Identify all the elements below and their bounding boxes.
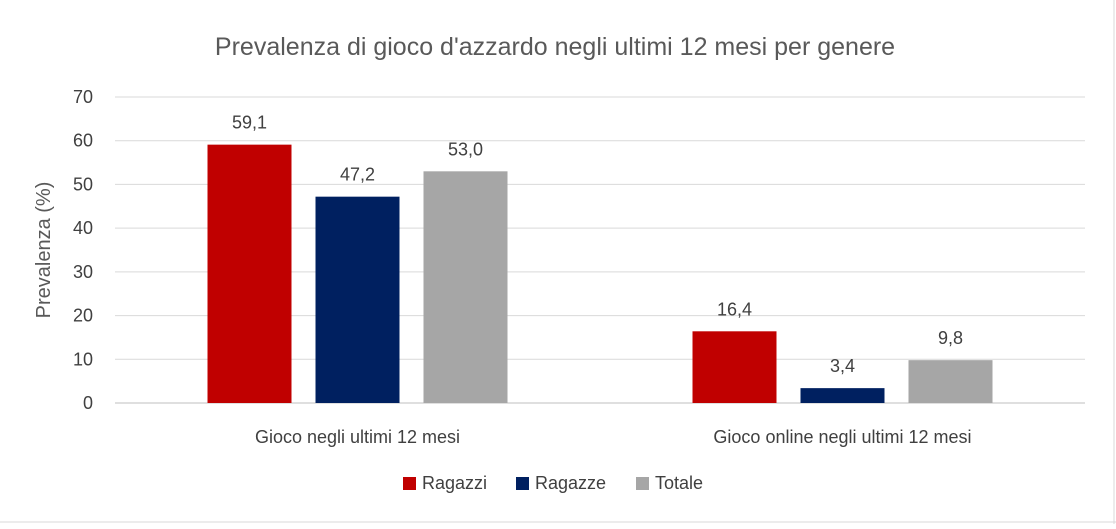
bars [207, 144, 993, 404]
chart-title: Prevalenza di gioco d'azzardo negli ulti… [215, 33, 895, 61]
data-label: 47,2 [340, 165, 375, 185]
data-label: 16,4 [717, 299, 752, 319]
category-label: Gioco negli ultimi 12 mesi [255, 427, 460, 447]
bar-totale [423, 171, 508, 403]
y-tick-label: 70 [73, 87, 93, 107]
legend-swatch-ragazze [516, 477, 529, 490]
bar-ragazze [800, 388, 885, 403]
bar-ragazze [315, 196, 400, 403]
bar-ragazzi [692, 331, 777, 403]
bar-totale [908, 360, 993, 403]
y-axis-ticks: 0 10 20 30 40 50 60 70 [73, 87, 93, 413]
legend-label-ragazze: Ragazze [535, 473, 606, 493]
legend-label-totale: Totale [655, 473, 703, 493]
x-axis-categories: Gioco negli ultimi 12 mesi Gioco online n… [255, 427, 972, 447]
bar-ragazzi [207, 144, 292, 404]
data-label: 9,8 [938, 328, 963, 348]
data-label: 3,4 [830, 356, 855, 376]
y-tick-label: 40 [73, 218, 93, 238]
legend-label-ragazzi: Ragazzi [422, 473, 487, 493]
legend-swatch-ragazzi [403, 477, 416, 490]
data-labels: 59,1 47,2 53,0 16,4 3,4 9,8 [232, 113, 963, 376]
y-tick-label: 30 [73, 262, 93, 282]
y-tick-label: 0 [83, 393, 93, 413]
y-tick-label: 60 [73, 131, 93, 151]
legend-swatch-totale [636, 477, 649, 490]
y-tick-label: 20 [73, 306, 93, 326]
category-label: Gioco online negli ultimi 12 mesi [713, 427, 971, 447]
y-tick-label: 10 [73, 349, 93, 369]
data-label: 59,1 [232, 113, 267, 133]
y-tick-label: 50 [73, 174, 93, 194]
data-label: 53,0 [448, 139, 483, 159]
y-axis-label: Prevalenza (%) [33, 182, 55, 319]
legend: Ragazzi Ragazze Totale [403, 473, 703, 493]
